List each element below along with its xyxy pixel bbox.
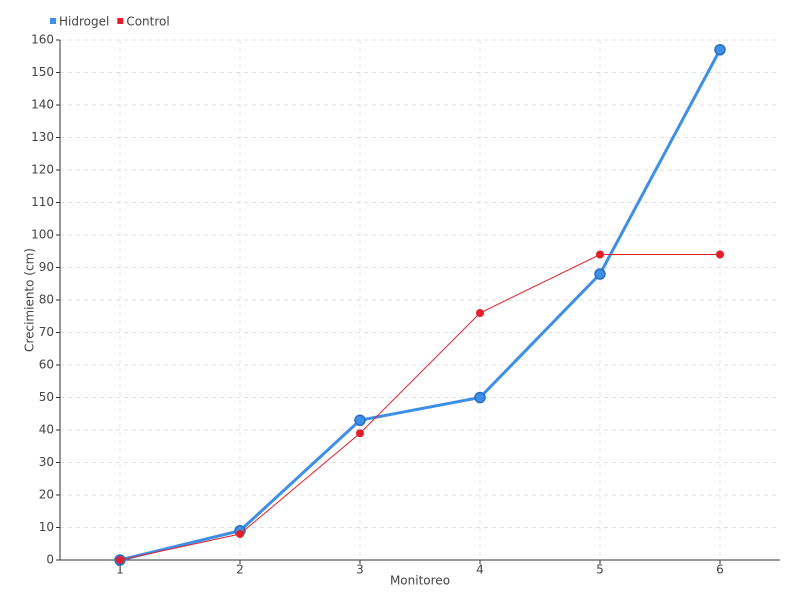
data-point <box>596 250 604 259</box>
series-line <box>119 49 722 562</box>
data-point <box>474 391 486 404</box>
x-axis-label: Monitoreo <box>390 574 450 588</box>
y-tick-label: 110 <box>31 195 54 209</box>
x-tick-label: 1 <box>116 563 124 577</box>
data-point <box>116 556 124 564</box>
y-tick-label: 150 <box>31 65 54 79</box>
y-tick-label: 0 <box>46 553 54 567</box>
y-tick-label: 70 <box>39 325 54 339</box>
y-tick-label: 130 <box>31 130 54 144</box>
y-tick-label: 100 <box>31 228 54 242</box>
x-tick-label: 4 <box>476 563 484 577</box>
data-point <box>236 530 244 538</box>
y-tick-label: 140 <box>31 98 54 112</box>
x-tick-label: 6 <box>716 563 724 577</box>
legend-swatch <box>117 18 124 24</box>
y-tick-label: 20 <box>39 488 54 502</box>
data-point <box>356 429 364 438</box>
y-tick-label: 90 <box>39 260 54 274</box>
y-tick-label: 120 <box>31 163 54 177</box>
data-point <box>354 414 366 426</box>
legend-label: Control <box>126 15 169 29</box>
series-line <box>119 254 720 561</box>
x-tick-label: 2 <box>236 563 244 577</box>
y-tick-label: 10 <box>39 520 54 534</box>
data-point <box>714 44 726 56</box>
legend-swatch <box>50 18 56 24</box>
y-tick-label: 80 <box>39 293 54 307</box>
x-tick-label: 3 <box>356 563 364 577</box>
y-tick-label: 30 <box>39 455 54 469</box>
y-axis-label: Crecimiento (cm) <box>23 248 37 352</box>
x-tick-label: 5 <box>596 563 604 577</box>
legend-label: Hidrogel <box>59 15 109 29</box>
data-point <box>476 309 484 317</box>
y-tick-label: 160 <box>31 33 54 47</box>
y-tick-label: 40 <box>39 423 54 437</box>
y-tick-label: 60 <box>39 358 54 372</box>
data-point <box>716 250 724 259</box>
y-tick-label: 50 <box>39 390 54 404</box>
data-point <box>594 268 606 280</box>
